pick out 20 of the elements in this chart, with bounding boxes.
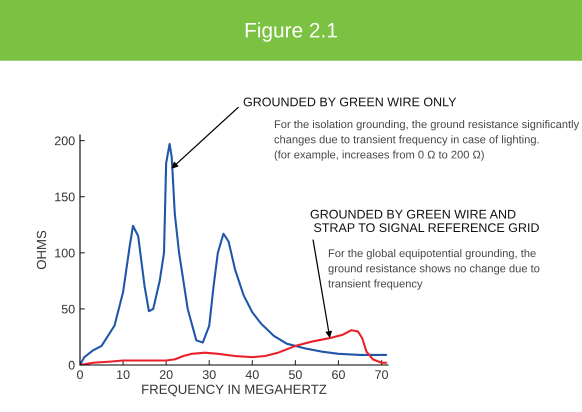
y-tick-label: 0	[68, 360, 75, 370]
x-axis-title: FREQUENCY IN MEGAHERTZ	[142, 384, 326, 396]
chart-title: Figure 2.1	[246, 22, 337, 42]
x-tick-label: 20	[160, 370, 173, 380]
x-tick-label: 0	[77, 370, 83, 380]
x-tick-label: 40	[246, 370, 259, 380]
annotation: GROUNDED BY GREEN WIRE AND STRAP TO SIGNAL REFERENCE GRID	[310, 210, 539, 232]
x-tick-label: 30	[202, 370, 216, 380]
x-tick-label: 50	[288, 370, 302, 380]
annotation: For the isolation grounding, the ground resistance significantly changes due to transient frequency in case of lighting. (for example, increases from 0 Ω to 200 Ω)	[274, 120, 580, 161]
x-tick-label: 60	[332, 370, 345, 380]
x-tick-label: 10	[117, 370, 130, 380]
y-axis-title: OHMS	[36, 230, 46, 270]
annotation: GROUNDED BY GREEN WIRE ONLY	[244, 98, 456, 106]
y-tick-label: 50	[62, 304, 75, 314]
y-tick-label: 150	[55, 192, 75, 202]
y-tick-label: 100	[55, 248, 75, 258]
y-tick-label: 200	[54, 136, 75, 146]
x-tick-label: 70	[375, 370, 388, 380]
annotation: For the global equipotential grounding, the ground resistance shows no change due to transient frequency	[328, 249, 540, 290]
